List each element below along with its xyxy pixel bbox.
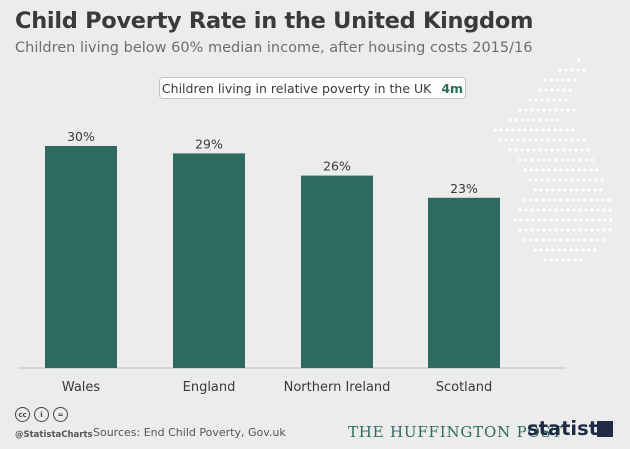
bar-england [173,153,245,368]
value-label: 26% [323,159,351,174]
category-label: Wales [62,380,101,395]
cc-icon: cc [15,407,30,422]
license-icons: cc i = [15,407,68,422]
callout-label: Children living in relative poverty in t… [161,80,432,96]
no-derivatives-icon: = [53,407,68,422]
category-label: Northern Ireland [284,380,391,395]
bar-northern-ireland [301,175,373,368]
statista-logo: statista [527,417,612,440]
value-label: 29% [195,136,223,151]
value-label: 30% [67,129,95,144]
category-label: England [183,380,236,395]
statista-logo-mark [597,421,613,437]
huffpost-logo: THE HUFFINGTON POST [348,423,563,441]
bar-scotland [428,197,500,368]
callout-value: 4m [441,80,464,96]
poverty-callout: Children living in relative poverty in t… [159,77,466,99]
sources-text: Sources: End Child Poverty, Gov.uk [93,426,286,439]
chart-subtitle: Children living below 60% median income,… [15,40,533,56]
bar-wales [45,146,117,368]
statista-handle: @StatistaCharts [15,430,93,440]
chart-title: Child Poverty Rate in the United Kingdom [15,8,534,34]
uk-map-icon [493,58,613,262]
attribution-icon: i [34,407,49,422]
category-label: Scotland [436,380,493,395]
value-label: 23% [450,181,478,196]
